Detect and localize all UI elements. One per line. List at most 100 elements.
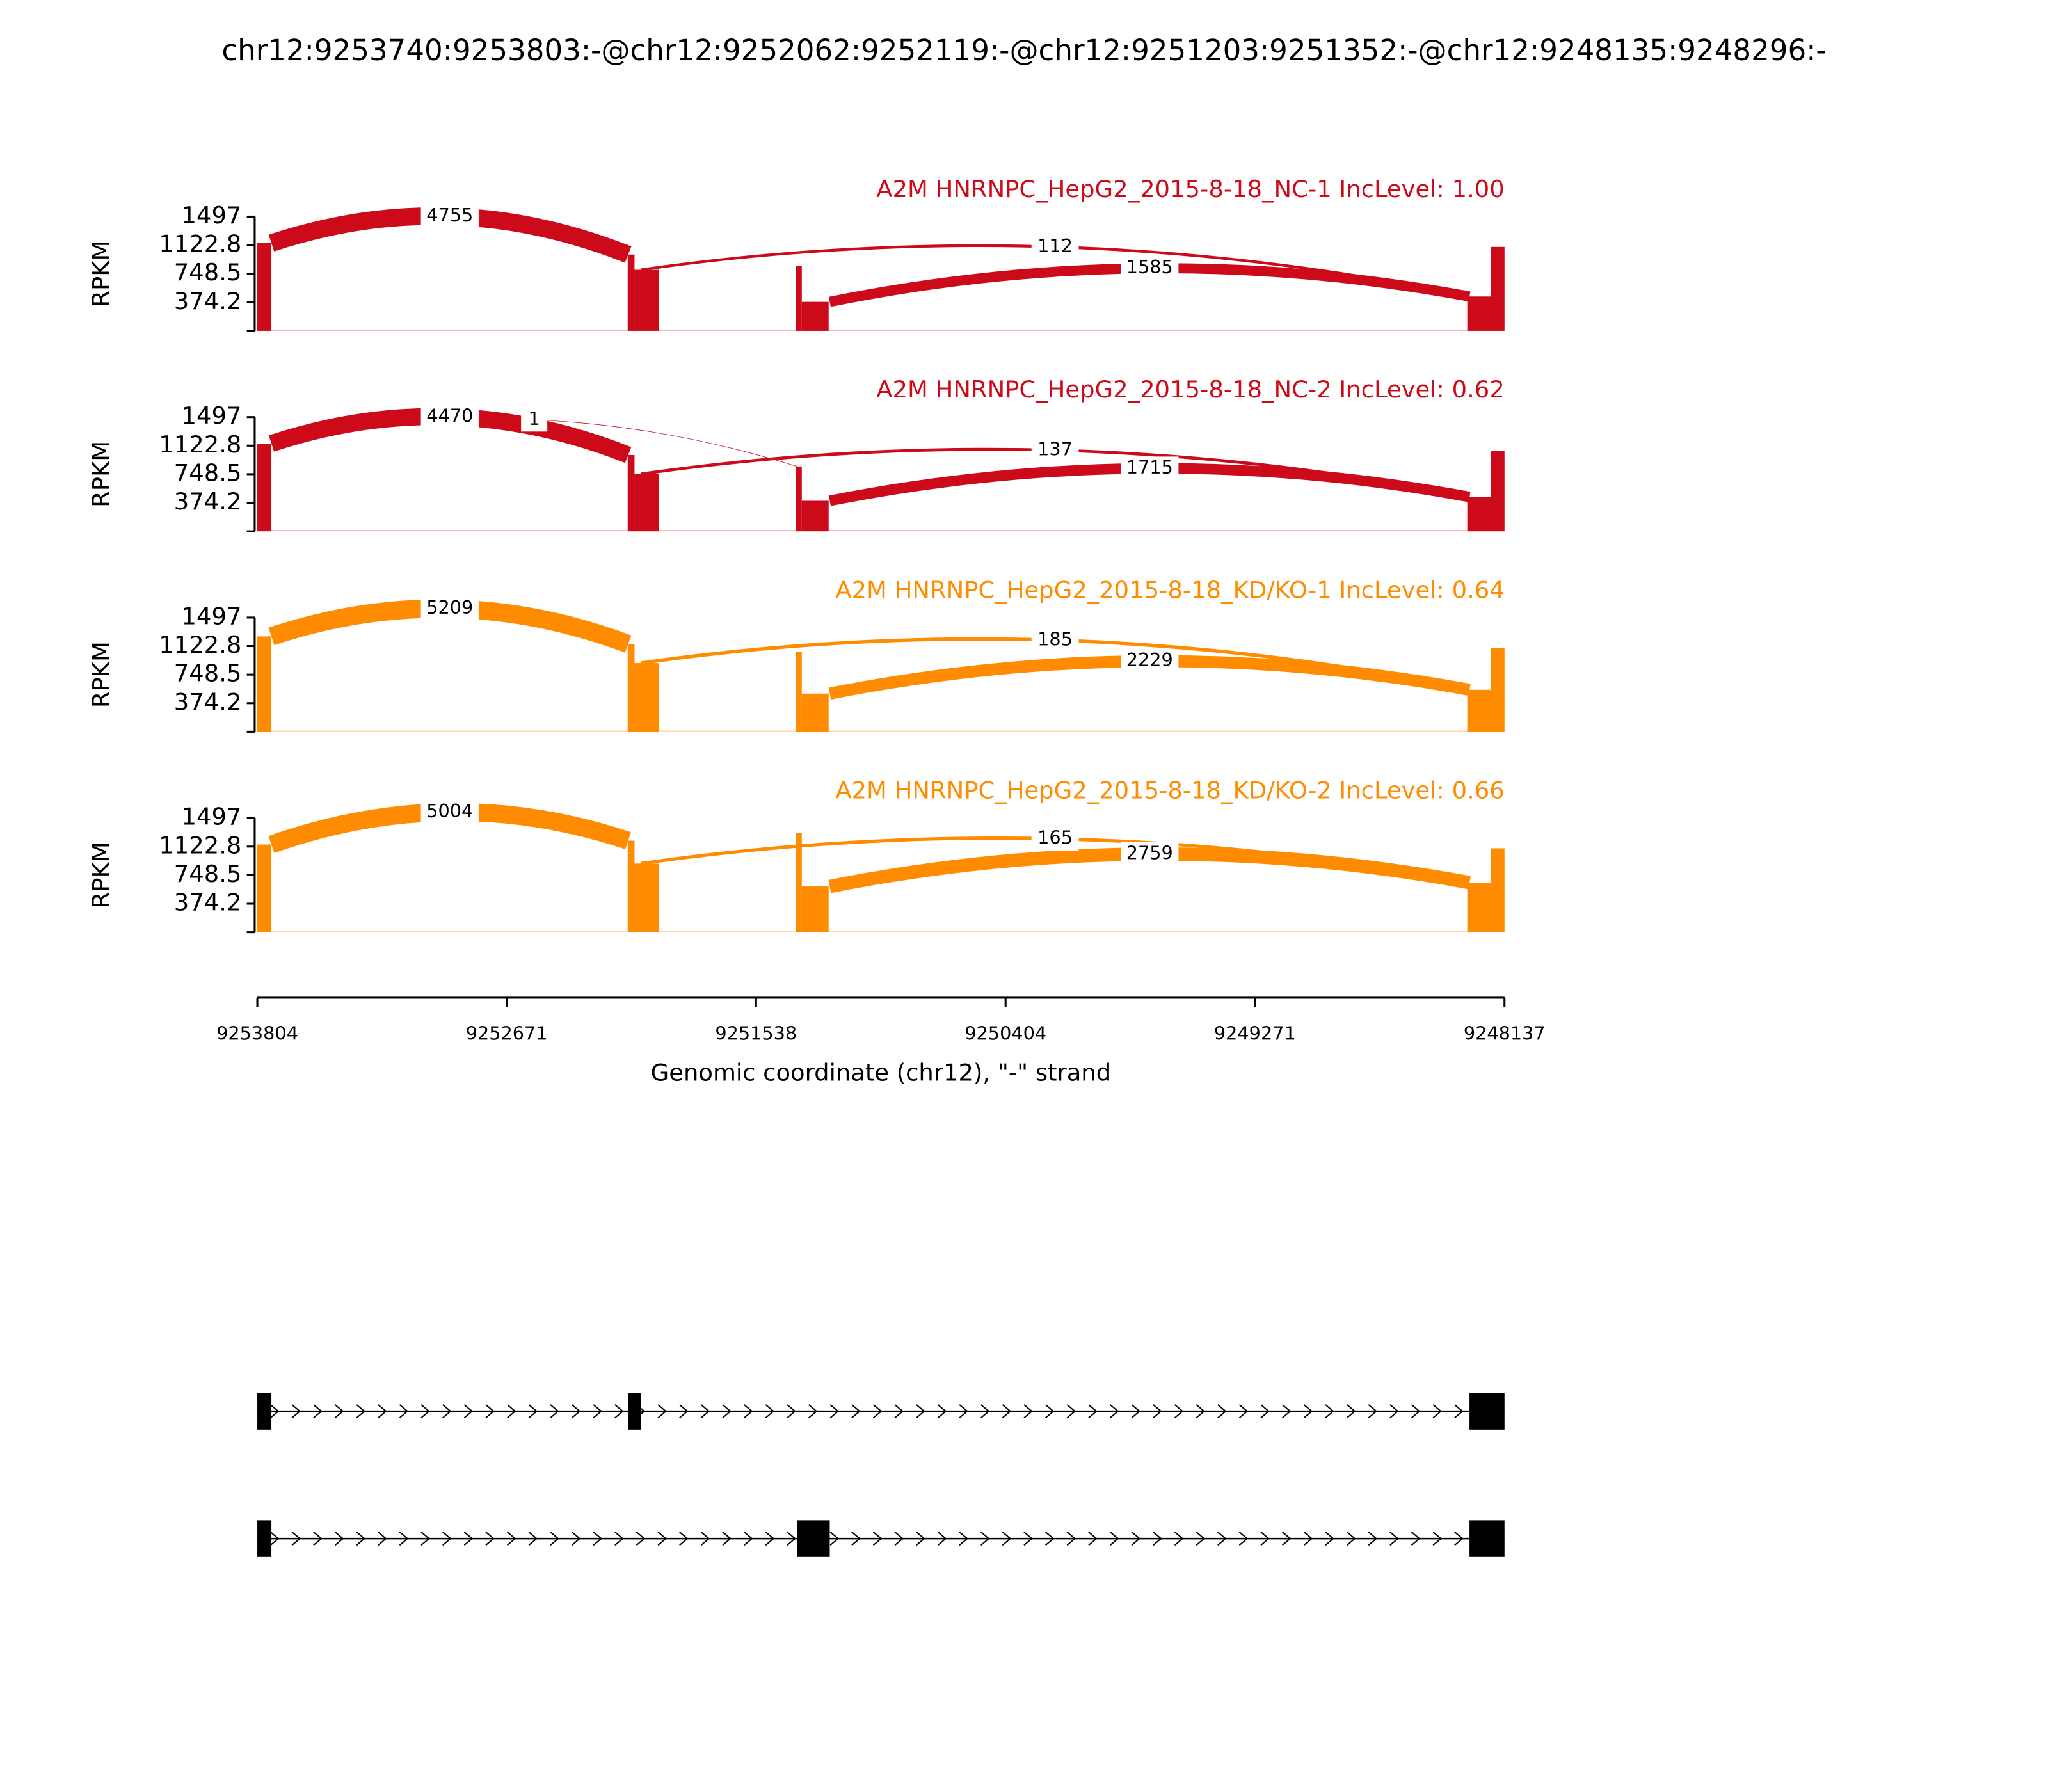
x-tick-label: 9251538 xyxy=(715,1022,797,1044)
junction-label: 165 xyxy=(1037,827,1073,849)
coverage-bar xyxy=(627,644,635,732)
coverage-bar xyxy=(627,840,635,932)
strand-arrow xyxy=(399,1532,409,1546)
exon xyxy=(257,1520,272,1557)
coverage-bar xyxy=(801,301,829,331)
coverage-bar xyxy=(627,454,635,532)
strand-arrow xyxy=(378,1532,387,1546)
strand-arrow xyxy=(744,1404,753,1419)
junction-label: 137 xyxy=(1037,438,1073,460)
strand-arrow xyxy=(1066,1404,1076,1419)
strand-arrow xyxy=(420,1532,430,1546)
strand-arrow xyxy=(1002,1532,1012,1546)
strand-arrow xyxy=(334,1404,344,1419)
junction-label: 112 xyxy=(1037,235,1073,257)
strand-arrow xyxy=(1411,1532,1421,1546)
strand-arrow xyxy=(722,1532,732,1546)
chart-title: chr12:9253740:9253803:-@chr12:9252062:92… xyxy=(221,33,1826,67)
coverage-bar xyxy=(634,863,659,932)
junction-label: 4755 xyxy=(426,204,473,226)
y-tick-label: 1122.8 xyxy=(159,431,241,458)
strand-arrow xyxy=(528,1532,538,1546)
junction-label: 5209 xyxy=(426,596,473,618)
strand-arrow xyxy=(679,1404,689,1419)
strand-arrow xyxy=(1109,1404,1119,1419)
strand-arrow xyxy=(1389,1404,1399,1419)
y-tick-label: 1122.8 xyxy=(159,631,241,659)
junction-label: 5004 xyxy=(426,800,473,822)
strand-arrow xyxy=(679,1532,689,1546)
strand-arrow xyxy=(506,1532,516,1546)
strand-arrow xyxy=(1088,1532,1098,1546)
strand-arrow xyxy=(765,1404,775,1419)
strand-arrow xyxy=(1282,1404,1292,1419)
strand-arrow xyxy=(808,1404,818,1419)
coverage-bar xyxy=(801,500,829,532)
strand-arrow xyxy=(614,1532,624,1546)
strand-arrow xyxy=(291,1532,301,1546)
strand-arrow xyxy=(1196,1532,1206,1546)
strand-arrow xyxy=(851,1404,861,1419)
exon xyxy=(257,1393,272,1430)
panel-title: A2M HNRNPC_HepG2_2015-8-18_KD/KO-1 IncLe… xyxy=(835,576,1504,604)
coverage-bar xyxy=(257,636,272,732)
strand-arrow xyxy=(1217,1532,1227,1546)
strand-arrow xyxy=(894,1404,904,1419)
strand-arrow xyxy=(420,1404,430,1419)
strand-arrow xyxy=(872,1532,883,1546)
junction-label-bg xyxy=(1031,628,1079,652)
strand-arrow xyxy=(1109,1532,1119,1546)
strand-arrow xyxy=(1282,1532,1292,1546)
coverage-bar xyxy=(634,663,659,732)
strand-arrow xyxy=(506,1404,516,1419)
coverage-bar xyxy=(1491,848,1505,932)
strand-arrow xyxy=(356,1404,366,1419)
y-tick-label: 1122.8 xyxy=(159,230,241,258)
coverage-bar xyxy=(801,886,829,932)
strand-arrow xyxy=(1174,1404,1184,1419)
coverage-bar xyxy=(796,466,802,532)
strand-arrow xyxy=(700,1532,710,1546)
panel-title: A2M HNRNPC_HepG2_2015-8-18_KD/KO-2 IncLe… xyxy=(835,777,1504,804)
strand-arrow xyxy=(1325,1532,1334,1546)
x-axis-label: Genomic coordinate (chr12), "-" strand xyxy=(651,1059,1111,1086)
strand-arrow xyxy=(787,1404,796,1419)
junction-label: 185 xyxy=(1037,628,1073,650)
strand-arrow xyxy=(894,1532,904,1546)
x-tick-label: 9250404 xyxy=(964,1022,1046,1044)
strand-arrow xyxy=(550,1404,559,1419)
strand-arrow xyxy=(1432,1532,1443,1546)
panel-title: A2M HNRNPC_HepG2_2015-8-18_NC-2 IncLevel… xyxy=(876,376,1505,403)
strand-arrow xyxy=(1044,1404,1055,1419)
junction-label-bg xyxy=(1121,842,1179,866)
strand-arrow xyxy=(636,1532,646,1546)
strand-arrow xyxy=(851,1532,861,1546)
strand-arrow xyxy=(1196,1404,1206,1419)
x-tick-label: 9248137 xyxy=(1464,1022,1546,1044)
strand-arrow xyxy=(1346,1532,1356,1546)
y-axis-label: RPKM xyxy=(88,241,115,307)
coverage-bar xyxy=(257,243,272,331)
coverage-bar xyxy=(796,833,802,932)
y-tick-label: 748.5 xyxy=(174,459,242,486)
y-tick-label: 374.2 xyxy=(174,488,242,515)
strand-arrow xyxy=(1131,1404,1141,1419)
coverage-bar xyxy=(257,444,272,532)
junction-label: 2229 xyxy=(1126,649,1173,671)
strand-arrow xyxy=(937,1532,947,1546)
strand-arrow xyxy=(722,1404,732,1419)
y-axis-label: RPKM xyxy=(88,641,115,708)
strand-arrow xyxy=(269,1532,280,1546)
y-tick-label: 374.2 xyxy=(174,889,242,916)
strand-arrow xyxy=(528,1404,538,1419)
strand-arrow xyxy=(959,1532,968,1546)
strand-arrow xyxy=(442,1532,452,1546)
strand-arrow xyxy=(1368,1404,1378,1419)
coverage-bar xyxy=(1491,648,1505,732)
strand-arrow xyxy=(872,1404,883,1419)
exon xyxy=(628,1393,641,1430)
y-tick-label: 748.5 xyxy=(174,259,242,286)
strand-arrow xyxy=(1088,1404,1098,1419)
strand-arrow xyxy=(463,1532,474,1546)
y-tick-label: 1497 xyxy=(181,402,241,429)
